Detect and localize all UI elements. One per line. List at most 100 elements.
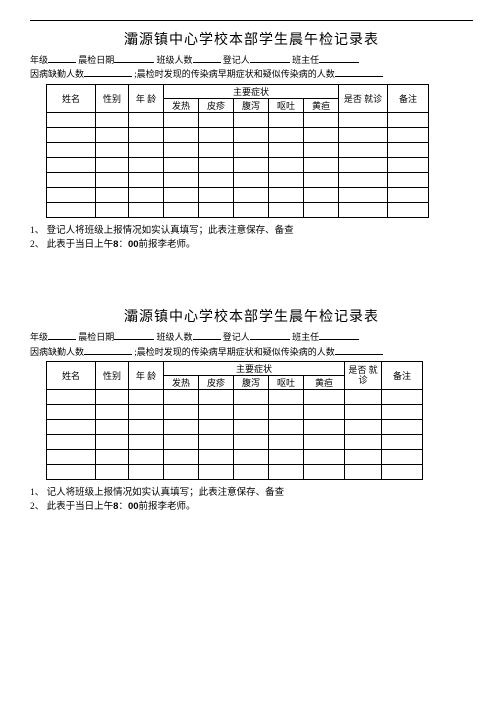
table-cell (47, 450, 96, 465)
table-cell (164, 405, 199, 420)
table-row (47, 405, 423, 420)
head-teacher-blank (319, 53, 359, 63)
table-cell (164, 142, 199, 157)
date-blank-2 (114, 330, 154, 340)
grade-label: 年级 (30, 55, 48, 65)
table-cell (304, 112, 339, 127)
table-cell (304, 390, 345, 405)
table-row (47, 202, 429, 217)
table-cell (304, 142, 339, 157)
absent-label-2: 因病缺勤人数 (30, 347, 84, 357)
col-rash: 皮疹 (199, 376, 234, 390)
col-visit-l1: 是否 就 (348, 365, 377, 375)
table-cell (388, 202, 429, 217)
col-vomit: 呕吐 (269, 98, 304, 112)
table-cell (96, 435, 129, 450)
table-cell (339, 112, 388, 127)
table-cell (269, 142, 304, 157)
col-symptom-group: 主要症状 (164, 362, 345, 376)
table-cell (345, 405, 382, 420)
absent-label: 因病缺勤人数 (30, 69, 84, 79)
table-cell (269, 420, 304, 435)
table-cell (234, 435, 269, 450)
table-row (47, 127, 429, 142)
absent-blank (84, 67, 132, 77)
table-cell (129, 465, 164, 480)
table-row (47, 157, 429, 172)
table-cell (234, 127, 269, 142)
col-remark: 备注 (382, 362, 423, 390)
table-cell (199, 405, 234, 420)
col-diarrhea: 腹泻 (234, 376, 269, 390)
class-size-label-2: 班级人数 (157, 332, 193, 342)
table-cell (199, 112, 234, 127)
table-cell (96, 157, 129, 172)
table-cell (129, 127, 164, 142)
table-cell (269, 390, 304, 405)
table-cell (234, 450, 269, 465)
table-row (47, 435, 423, 450)
table-cell (339, 142, 388, 157)
col-age: 年 龄 (129, 84, 164, 112)
table-cell (129, 420, 164, 435)
table-cell (269, 405, 304, 420)
table-cell (339, 127, 388, 142)
header-row-1: 姓名 性别 年 龄 主要症状 是否 就诊 备注 (47, 84, 429, 98)
col-diarrhea: 腹泻 (234, 98, 269, 112)
table-cell (234, 172, 269, 187)
table-cell (382, 405, 423, 420)
table-row (47, 142, 429, 157)
table-cell (47, 157, 96, 172)
note-2-1: 1、 记人将班级上报情况如实认真填写；此表注意保存、备查 (30, 486, 473, 500)
note-2-2-time-b: 00 (128, 501, 139, 512)
table-cell (234, 142, 269, 157)
table-cell (96, 390, 129, 405)
table-cell (129, 202, 164, 217)
table-cell (199, 465, 234, 480)
table-cell (388, 127, 429, 142)
table-cell (129, 172, 164, 187)
note-1-2-colon: ： (118, 240, 128, 250)
note-1-2: 2、 此表于当日上午8：00前报李老师。 (30, 238, 473, 252)
note-1-2-time-b: 00 (128, 239, 139, 250)
table-cell (129, 450, 164, 465)
table-cell (304, 420, 345, 435)
table-cell (234, 465, 269, 480)
table-cell (47, 127, 96, 142)
col-sex: 性别 (96, 362, 129, 390)
table-row (47, 172, 429, 187)
table-cell (234, 420, 269, 435)
col-jaundice: 黄疸 (304, 98, 339, 112)
table-cell (47, 187, 96, 202)
table-cell (129, 142, 164, 157)
table-cell (164, 450, 199, 465)
note-1-1: 1、 登记人将班级上报情况如实认真填写；此表注意保存、备查 (30, 224, 473, 238)
table-cell (234, 157, 269, 172)
table-cell (388, 172, 429, 187)
table-cell (388, 157, 429, 172)
note-2-2-post: 前报李老师。 (139, 502, 196, 512)
table-cell (96, 112, 129, 127)
table-cell (382, 420, 423, 435)
table-cell (304, 202, 339, 217)
note-1-1-text: 1、 登记人将班级上报情况如实认真填写；此表注意保存、备查 (30, 226, 294, 236)
table-cell (164, 127, 199, 142)
table-cell (304, 405, 345, 420)
class-size-blank (193, 53, 221, 63)
col-sex: 性别 (96, 84, 129, 112)
col-age: 年 龄 (129, 362, 164, 390)
table-cell (339, 202, 388, 217)
table-cell (96, 420, 129, 435)
table-cell (304, 187, 339, 202)
table-cell (234, 187, 269, 202)
table-cell (164, 202, 199, 217)
form-title-2: 灞源镇中心学校本部学生晨午检记录表 (30, 306, 473, 326)
note-2-1-text: 1、 记人将班级上报情况如实认真填写；此表注意保存、备查 (30, 488, 284, 498)
table-cell (96, 202, 129, 217)
col-visit: 是否 就诊 (339, 84, 388, 112)
table-cell (47, 112, 96, 127)
table-cell (388, 187, 429, 202)
table-cell (96, 450, 129, 465)
table-row (47, 450, 423, 465)
table-cell (164, 420, 199, 435)
